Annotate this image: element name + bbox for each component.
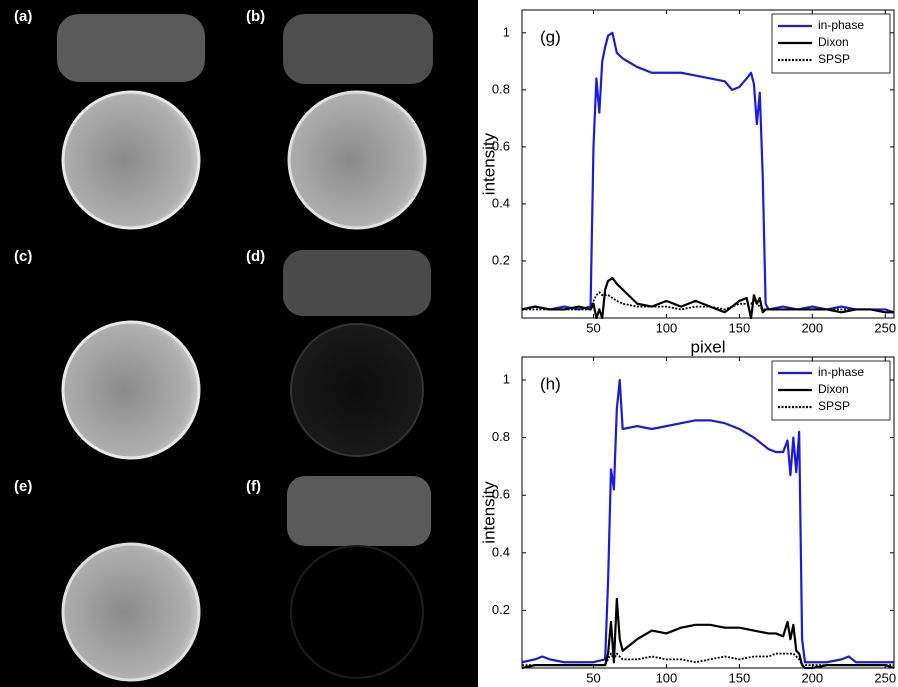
legend-label: in-phase (818, 365, 864, 379)
series-line (521, 597, 895, 670)
panel-label: (c) (14, 248, 32, 265)
legend-label: Dixon (818, 382, 849, 396)
y-tick-label: 0.4 (492, 544, 510, 559)
panel-label: (b) (246, 8, 265, 25)
y-tick-label: 0.4 (492, 195, 510, 210)
plot-frame (521, 356, 895, 669)
phantom-top (283, 14, 433, 84)
series-line (522, 291, 894, 314)
y-axis-title: intensity (479, 481, 498, 544)
phantom-disk (287, 90, 427, 230)
phantom-disk (290, 545, 424, 679)
panel-label: (f) (246, 478, 261, 495)
x-tick-label: 100 (656, 320, 678, 335)
y-tick-label: 0.2 (492, 252, 510, 267)
phantom-top (57, 14, 205, 82)
phantom-disk (61, 90, 201, 230)
y-tick-label: 0.8 (492, 429, 510, 444)
x-tick-label: 250 (874, 320, 896, 335)
panel-label: (d) (246, 248, 265, 265)
x-tick-label: 250 (874, 670, 896, 685)
legend-label: SPSP (818, 52, 850, 66)
y-tick-label: 0.6 (492, 138, 510, 153)
y-tick-label: 0.6 (492, 487, 510, 502)
x-tick-label: 150 (729, 670, 751, 685)
x-axis-title: pixel (691, 337, 726, 356)
phantom-top (283, 250, 431, 316)
x-tick-label: 200 (801, 320, 823, 335)
y-tick-label: 1 (503, 24, 510, 39)
panel-label: (a) (14, 8, 32, 25)
series-line (522, 652, 894, 667)
legend-label: Dixon (818, 35, 849, 49)
x-tick-label: 100 (656, 670, 678, 685)
series-line (521, 378, 894, 664)
phantom-disk (61, 320, 201, 460)
x-tick-label: 50 (586, 320, 600, 335)
x-tick-label: 200 (801, 670, 823, 685)
y-tick-label: 0.8 (492, 81, 510, 96)
plot-frame (521, 9, 895, 319)
y-axis-title: intensity (479, 132, 498, 195)
panel-label: (e) (14, 478, 32, 495)
legend-label: SPSP (818, 399, 850, 413)
phantom-disk (290, 323, 424, 457)
y-tick-label: 1 (503, 371, 510, 386)
annotation: (g) (540, 27, 561, 46)
annotation: (h) (540, 374, 561, 393)
y-tick-label: 0.2 (492, 602, 510, 617)
legend-label: in-phase (818, 18, 864, 32)
phantom-top (287, 476, 431, 546)
x-tick-label: 150 (729, 320, 751, 335)
x-tick-label: 50 (586, 670, 600, 685)
phantom-disk (61, 542, 201, 682)
